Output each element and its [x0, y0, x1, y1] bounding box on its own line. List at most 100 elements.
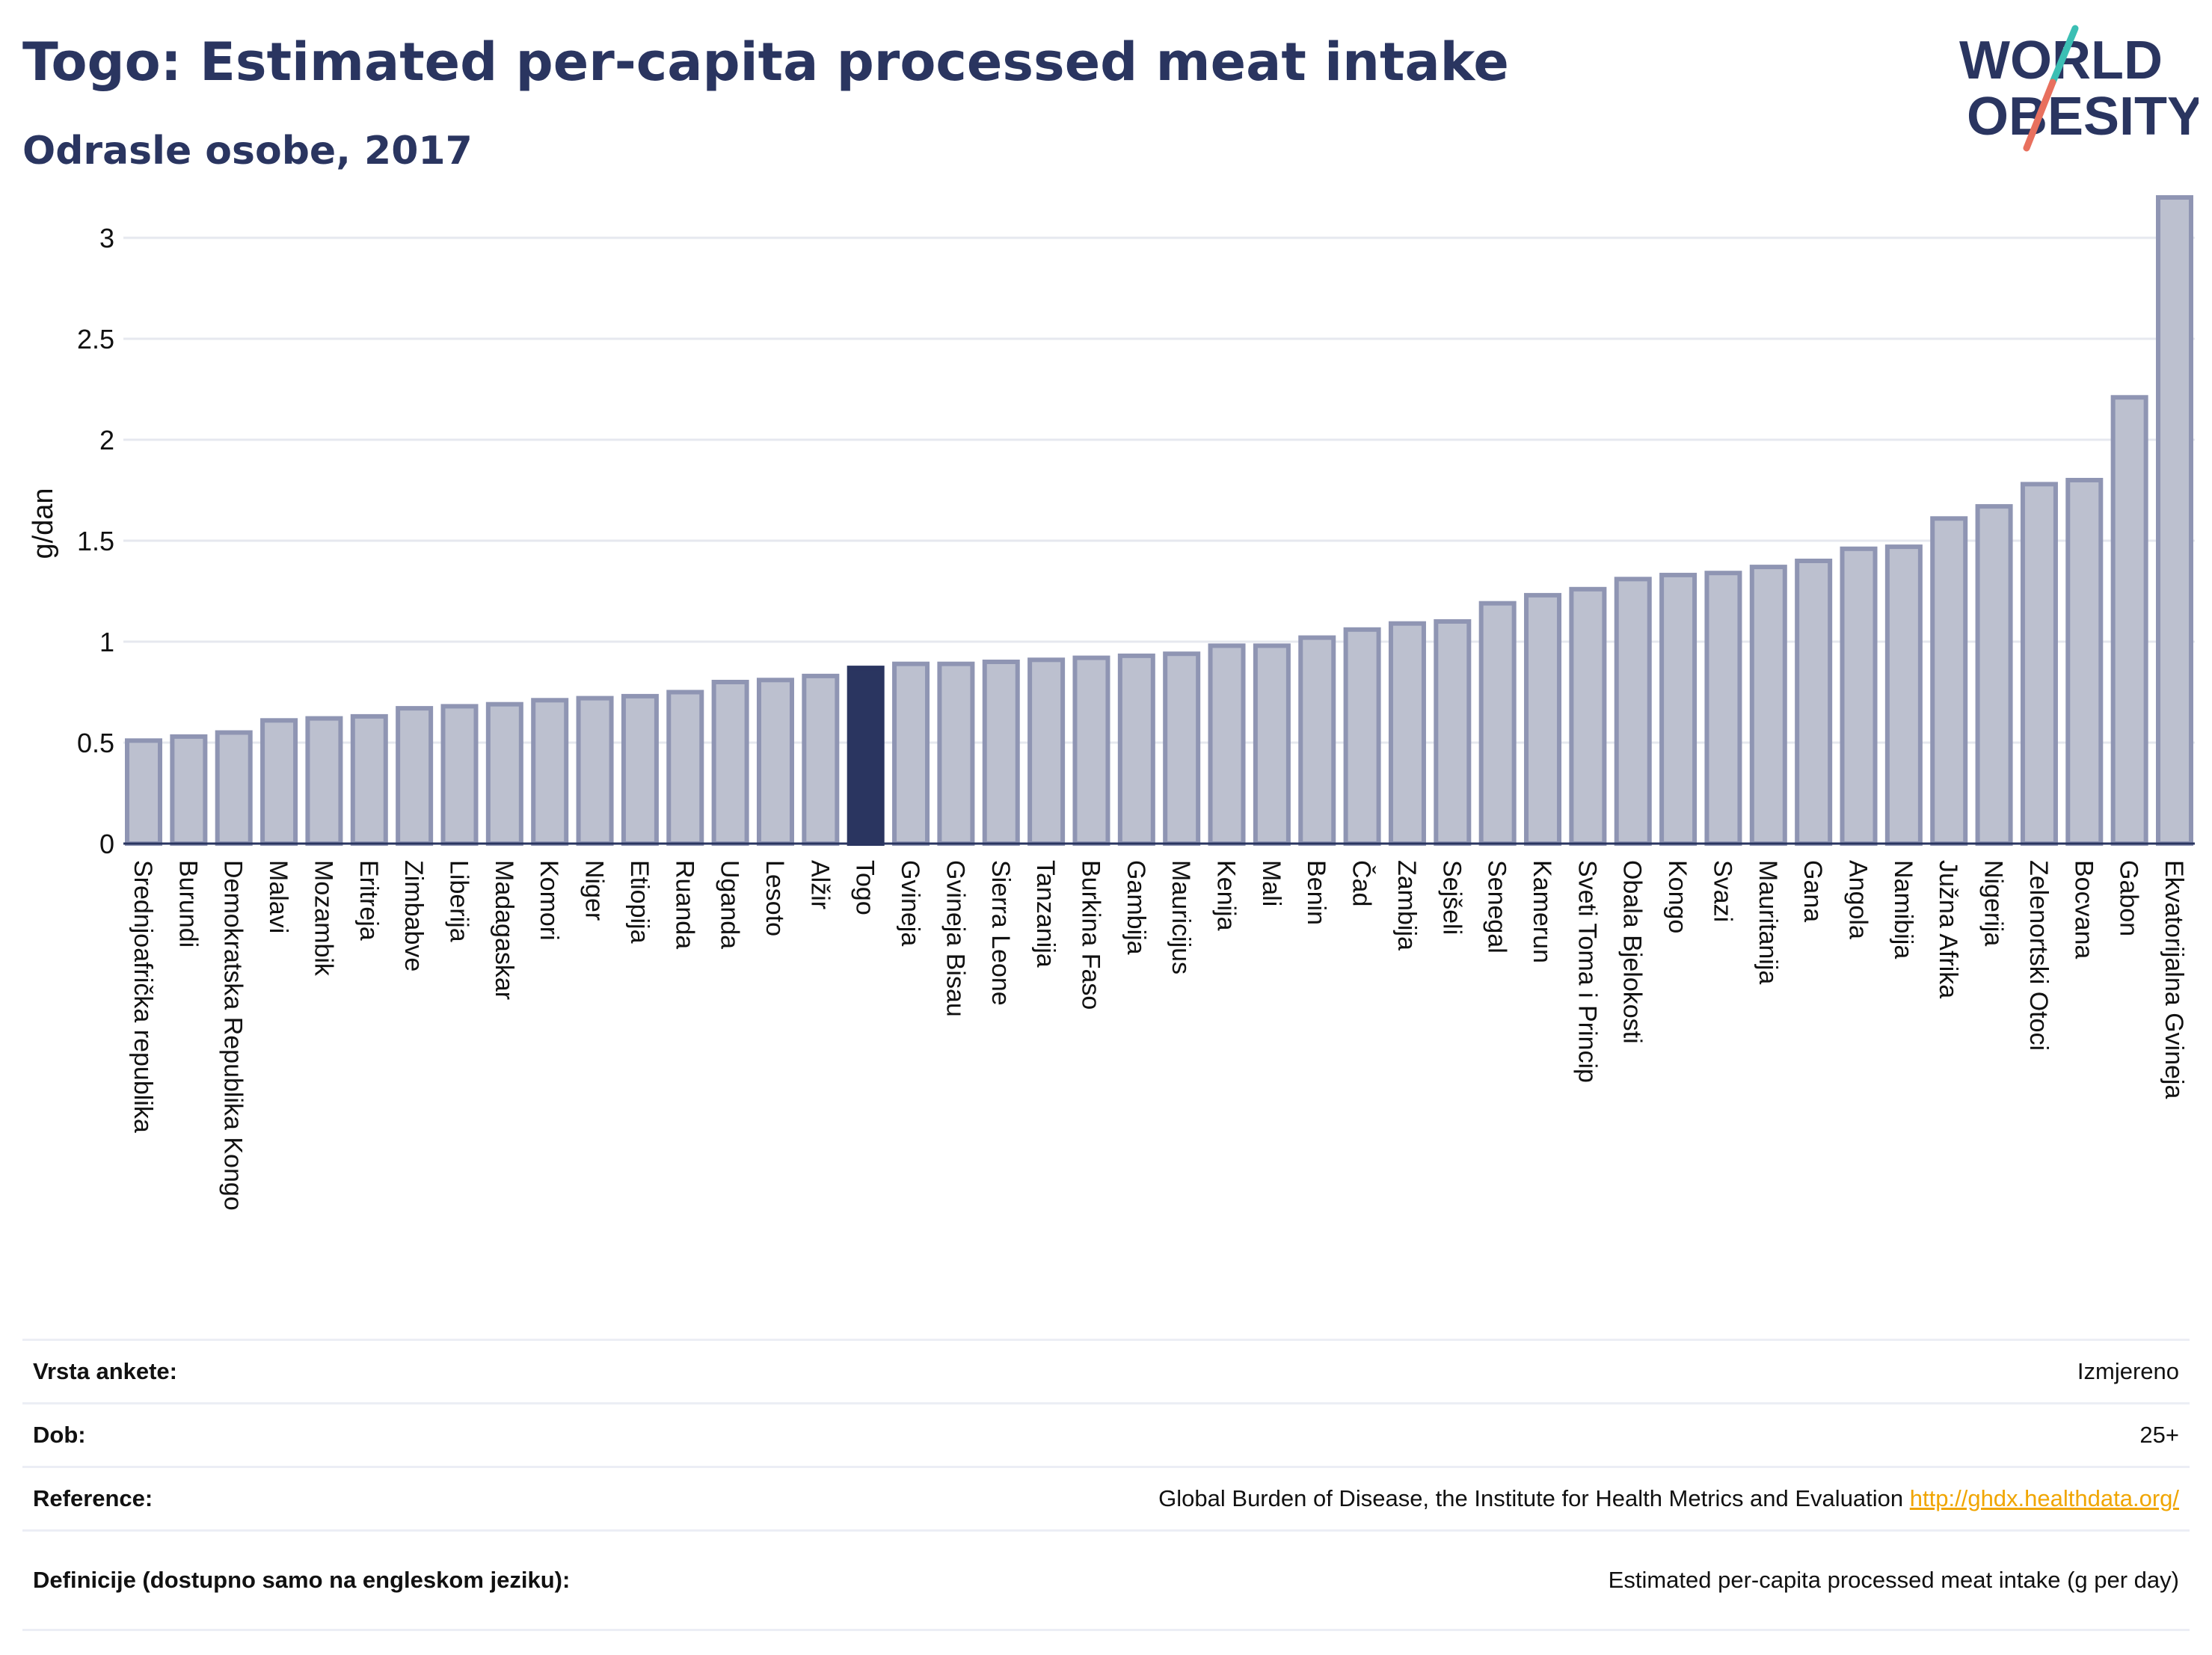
chart-subtitle: Odrasle osobe, 2017: [22, 129, 473, 174]
x-tick-label: Tanzanija: [1031, 860, 1060, 968]
bar: [1117, 653, 1155, 847]
x-tick-label: Nigerija: [1979, 860, 2008, 946]
bar: [1208, 643, 1246, 847]
bar: [1253, 643, 1291, 847]
logo-word-obesity: OBESITY: [1967, 87, 2199, 147]
info-table-bottom-border: [22, 1629, 2190, 1631]
info-value: 25+: [2139, 1422, 2179, 1449]
bar: [1524, 592, 1562, 847]
bar-highlight: [847, 666, 885, 846]
info-value: Izmjereno: [2077, 1358, 2179, 1385]
x-tick-label: Gana: [1798, 860, 1827, 922]
bar: [305, 716, 343, 846]
x-tick-label: Južna Afrika: [1934, 860, 1962, 998]
x-tick-label: Gambija: [1122, 860, 1150, 955]
x-tick-label: Ruanda: [670, 860, 698, 949]
world-obesity-logo: WORLD OBESITY: [1959, 25, 2199, 152]
bar: [350, 713, 388, 847]
bar: [756, 678, 794, 846]
y-tick-label: 2: [99, 425, 114, 455]
logo-slash-teal: [2049, 25, 2079, 86]
chart-title: Togo: Estimated per-capita processed mea…: [22, 31, 1509, 93]
bar: [1795, 559, 1833, 846]
bar: [1388, 621, 1426, 846]
x-tick-label: Angola: [1844, 860, 1872, 939]
bar: [1930, 516, 1968, 846]
bar: [937, 661, 975, 847]
bar: [1569, 586, 1607, 846]
x-tick-label: Mozambik: [309, 860, 337, 977]
x-tick-label: Srednjoafrička republika: [129, 860, 157, 1133]
bar: [1975, 504, 2013, 846]
bar: [1343, 627, 1381, 846]
bar-chart: 0 0.5 1 1.5 2 2.5 3 Srednjoafrička republika Bu…: [28, 195, 2195, 1211]
x-tick-label: Madagaskar: [490, 860, 518, 1000]
x-tick-label: Liberija: [444, 860, 473, 942]
bar: [892, 661, 930, 847]
x-tick-label: Gabon: [2115, 860, 2143, 936]
y-tick-label: 0: [99, 829, 114, 859]
info-label: Definicije (dostupno samo na engleskom j…: [33, 1567, 571, 1593]
info-row: Definicije (dostupno samo na engleskom j…: [22, 1529, 2190, 1629]
bar: [215, 730, 253, 846]
info-row: Dob: 25+: [22, 1402, 2190, 1466]
x-tick-label: Benin: [1302, 860, 1330, 925]
info-label: Reference:: [33, 1485, 153, 1511]
x-tick-label: Mauritanija: [1754, 860, 1782, 984]
bar: [1704, 571, 1742, 846]
x-tick-label: Sveti Toma i Princip: [1573, 860, 1601, 1083]
info-value-text: 25+: [2139, 1422, 2179, 1448]
x-tick-label: Burundi: [173, 860, 202, 948]
x-tick-label: Mali: [1257, 860, 1285, 906]
x-tick-label: Mauricijus: [1167, 860, 1195, 974]
x-tick-label: Togo: [851, 860, 879, 915]
x-tick-label: Komori: [535, 860, 563, 941]
y-tick-label: 2.5: [77, 324, 114, 354]
x-tick-label: Malavi: [264, 860, 292, 933]
logo-slash-red: [2023, 79, 2056, 152]
bar: [1027, 657, 1066, 846]
info-value-text: Izmjereno: [2077, 1358, 2179, 1384]
x-tick-label: Sierra Leone: [986, 860, 1015, 1006]
bar: [396, 706, 434, 846]
bar: [1163, 651, 1201, 847]
x-tick-label: Kamerun: [1528, 860, 1556, 963]
x-tick-label: Eritreja: [354, 860, 383, 941]
x-tick-label: Gvineja Bisau: [941, 860, 969, 1017]
x-tick-label: Lesoto: [761, 860, 789, 936]
bar: [2110, 395, 2148, 846]
x-tick-label: Kenija: [1212, 860, 1241, 931]
x-tick-label: Zelenortski Otoci: [2024, 860, 2053, 1051]
reference-link[interactable]: http://ghdx.healthdata.org/: [1909, 1485, 2179, 1511]
x-tick-label: Bocvana: [2069, 860, 2098, 959]
info-row: Reference: Global Burden of Disease, the …: [22, 1466, 2190, 1529]
bar: [1434, 619, 1472, 846]
bar: [125, 738, 162, 846]
bar: [1298, 635, 1336, 846]
grid-lines: [123, 236, 2195, 744]
y-tick-label: 3: [99, 223, 114, 254]
info-row: Vrsta ankete: Izmjereno: [22, 1339, 2190, 1402]
x-axis-labels: Srednjoafrička republika Burundi Demokrats…: [129, 860, 2188, 1211]
bar: [1840, 546, 1878, 846]
bar: [982, 660, 1020, 846]
info-value-text: Global Burden of Disease, the Institute …: [1158, 1485, 1904, 1511]
bar: [1478, 601, 1517, 846]
bar: [1749, 565, 1787, 846]
x-tick-label: Demokratska Republika Kongo: [219, 860, 248, 1211]
bar: [2156, 195, 2193, 846]
x-tick-label: Etiopija: [625, 860, 654, 944]
x-tick-label: Senegal: [1483, 860, 1511, 954]
bar: [711, 680, 749, 846]
info-label: Vrsta ankete:: [33, 1358, 177, 1384]
y-tick-label: 1.5: [77, 526, 114, 556]
info-value: Global Burden of Disease, the Institute …: [1158, 1485, 2179, 1512]
x-tick-label: Niger: [580, 860, 609, 921]
bar: [576, 696, 614, 846]
x-tick-label: Burkina Faso: [1076, 860, 1105, 1010]
info-label: Dob:: [33, 1422, 86, 1448]
x-tick-label: Ekvatorijalna Gvineja: [2160, 860, 2188, 1099]
bar: [1884, 544, 1923, 846]
x-tick-label: Svazi: [1708, 860, 1736, 922]
x-tick-label: Uganda: [716, 860, 744, 949]
